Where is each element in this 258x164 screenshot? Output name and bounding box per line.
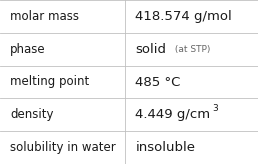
Text: (at STP): (at STP)	[172, 45, 210, 54]
Text: density: density	[10, 108, 53, 121]
Text: solubility in water: solubility in water	[10, 141, 116, 154]
Text: 4.449 g/cm: 4.449 g/cm	[135, 108, 211, 121]
Text: 3: 3	[212, 104, 217, 113]
Text: phase: phase	[10, 43, 46, 56]
Text: solid: solid	[135, 43, 166, 56]
Text: molar mass: molar mass	[10, 10, 79, 23]
Text: 418.574 g/mol: 418.574 g/mol	[135, 10, 232, 23]
Text: melting point: melting point	[10, 75, 89, 89]
Text: insoluble: insoluble	[135, 141, 196, 154]
Text: 485 °C: 485 °C	[135, 75, 181, 89]
